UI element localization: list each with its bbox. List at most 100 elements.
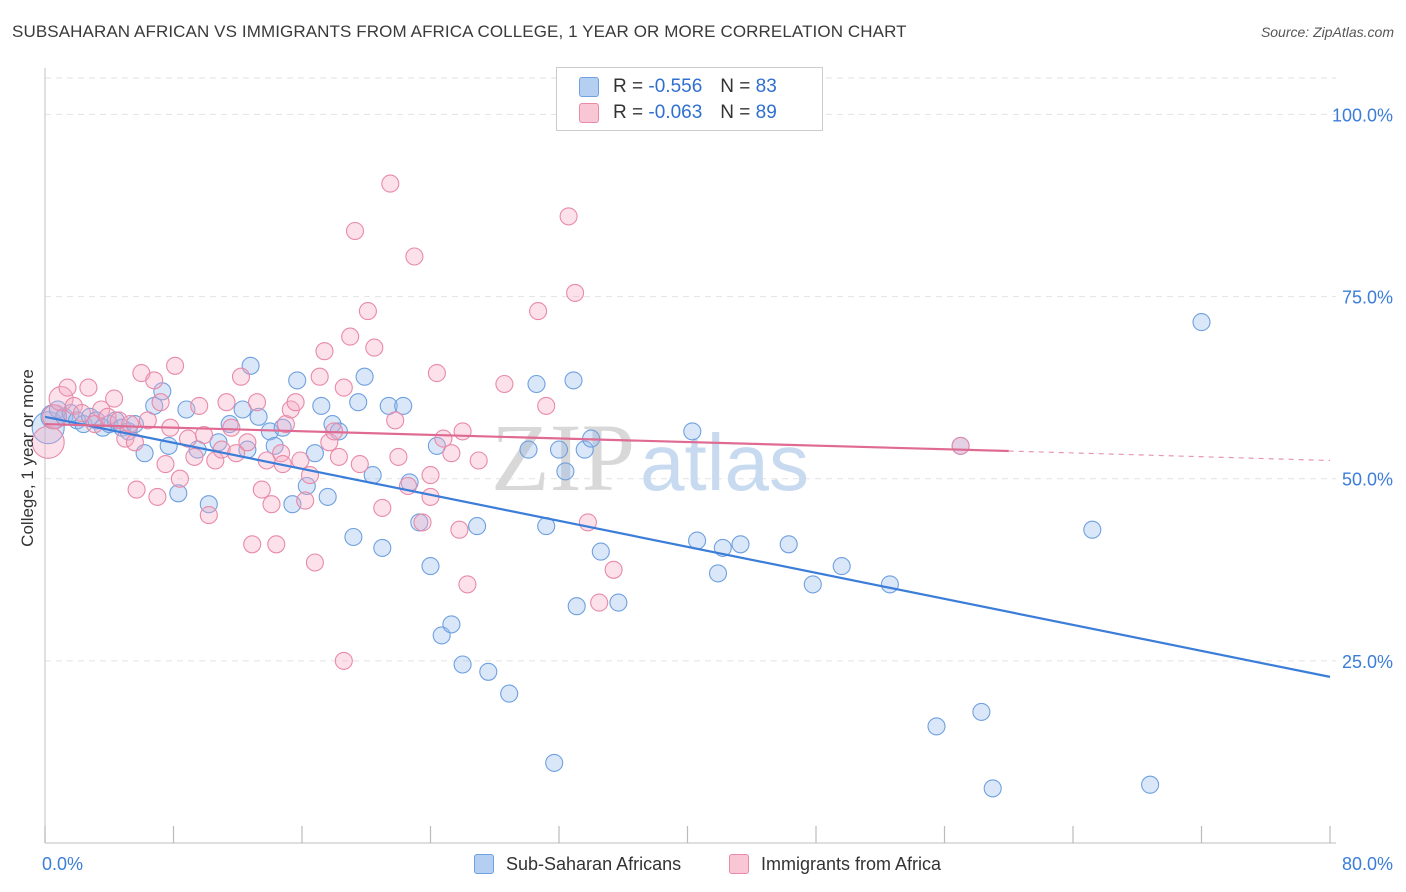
subsaharan-point xyxy=(983,779,1002,798)
immigrants-point xyxy=(341,327,360,346)
subsaharan-point xyxy=(373,538,392,557)
immigrants-point xyxy=(559,207,578,226)
subsaharan-point xyxy=(442,615,461,634)
legend-n-label: N = xyxy=(720,76,751,97)
data-points xyxy=(31,174,1211,798)
subsaharan-point xyxy=(556,462,575,481)
immigrants-point xyxy=(156,455,175,474)
immigrants-point xyxy=(92,400,111,419)
immigrants-point xyxy=(276,415,295,434)
immigrants-point xyxy=(48,386,74,412)
bottom-legend-swatch-blue xyxy=(474,854,494,874)
y-tick-label: 50.0% xyxy=(1342,470,1393,490)
subsaharan-point xyxy=(199,495,218,514)
legend-r-label: R = xyxy=(613,102,644,123)
immigrants-point xyxy=(442,444,461,463)
bottom-legend-label: Immigrants from Africa xyxy=(761,853,942,874)
immigrants-point xyxy=(345,221,365,241)
immigrants-point xyxy=(405,247,424,266)
subsaharan-point xyxy=(297,476,316,496)
axes xyxy=(44,68,1336,844)
subsaharan-point xyxy=(265,436,284,455)
immigrants-point xyxy=(238,433,257,452)
immigrants-point xyxy=(190,396,209,415)
subsaharan-point xyxy=(453,655,472,674)
subsaharan-point xyxy=(708,564,728,583)
subsaharan-point xyxy=(233,400,252,419)
legend-r-label: R = xyxy=(613,76,644,97)
immigrants-point xyxy=(138,411,157,430)
immigrants-point xyxy=(243,535,262,554)
subsaharan-point xyxy=(575,440,594,459)
subsaharan-point xyxy=(519,440,538,459)
immigrants-point xyxy=(72,404,91,423)
immigrants-point xyxy=(170,469,189,488)
subsaharan-point xyxy=(394,396,413,415)
subsaharan-point xyxy=(972,702,991,721)
immigrants-point xyxy=(121,415,140,434)
y-tick-label: 100.0% xyxy=(1332,105,1393,125)
immigrants-point xyxy=(267,535,286,554)
subsaharan-point xyxy=(1192,313,1211,332)
subsaharan-point xyxy=(288,371,307,390)
immigrants-point xyxy=(334,378,353,397)
bottom-legend-immigrants: Immigrants from Africa xyxy=(729,852,941,876)
legend-swatch-blue xyxy=(579,77,599,97)
immigrants-point xyxy=(222,418,241,437)
legend-row-subsaharan: R = -0.556 N = 83 xyxy=(579,75,777,99)
immigrants-point xyxy=(127,480,146,499)
immigrants-point xyxy=(389,447,408,466)
watermark-atlas: atlas xyxy=(640,418,809,507)
bottom-legend-label: Sub-Saharan Africans xyxy=(506,853,682,874)
trend-lines xyxy=(44,415,1331,678)
tick-labels: 100.0% 75.0% 50.0% 25.0% 0.0% 80.0% xyxy=(42,105,1393,874)
subsaharan-point xyxy=(169,484,188,503)
immigrants-point xyxy=(350,455,369,474)
chart-title: SUBSAHARAN AFRICAN VS IMMIGRANTS FROM AF… xyxy=(12,22,907,41)
legend-row-immigrants: R = -0.063 N = 89 xyxy=(579,101,777,125)
y-axis-label: College, 1 year or more xyxy=(18,369,37,547)
immigrants-point xyxy=(365,338,384,357)
subsaharan-point xyxy=(305,444,324,463)
immigrants-point xyxy=(194,425,214,445)
subsaharan-point xyxy=(731,535,750,554)
immigrants-point xyxy=(590,593,609,612)
immigrants-point xyxy=(79,378,98,397)
legend-n-label: N = xyxy=(720,102,751,123)
y-tick-label: 25.0% xyxy=(1342,652,1393,672)
immigrants-point xyxy=(145,371,164,390)
immigrants-point xyxy=(329,447,348,466)
immigrants-point xyxy=(199,506,218,525)
bottom-legend-subsaharan: Sub-Saharan Africans xyxy=(474,852,681,876)
subsaharan-point xyxy=(355,367,374,386)
subsaharan-trend-line xyxy=(44,415,1331,678)
immigrants-trend-line-extension xyxy=(1008,450,1331,462)
subsaharan-point xyxy=(249,407,268,426)
y-tick-label: 75.0% xyxy=(1342,288,1393,308)
immigrants-point xyxy=(529,302,548,321)
subsaharan-point xyxy=(880,575,899,594)
immigrants-point xyxy=(109,411,128,430)
immigrants-point xyxy=(495,374,514,394)
legend-n-value: 83 xyxy=(755,76,777,97)
subsaharan-point xyxy=(545,753,564,772)
legend-n-value: 89 xyxy=(755,102,777,123)
immigrants-point xyxy=(247,393,267,412)
immigrants-point xyxy=(427,364,446,383)
x-tick-label: 0.0% xyxy=(42,854,83,874)
subsaharan-point xyxy=(549,440,569,459)
immigrants-point xyxy=(358,302,377,321)
immigrants-point xyxy=(458,575,477,594)
subsaharan-point xyxy=(427,436,446,455)
subsaharan-point xyxy=(479,662,498,681)
immigrants-point xyxy=(252,480,271,499)
immigrants-point xyxy=(604,560,623,579)
subsaharan-point xyxy=(803,575,822,594)
legend-r-value: -0.063 xyxy=(648,102,703,123)
subsaharan-point xyxy=(344,527,363,547)
immigrants-point xyxy=(262,495,281,514)
immigrants-point xyxy=(566,283,585,302)
subsaharan-point xyxy=(564,371,583,390)
subsaharan-point xyxy=(527,374,546,394)
immigrants-point xyxy=(217,393,236,412)
